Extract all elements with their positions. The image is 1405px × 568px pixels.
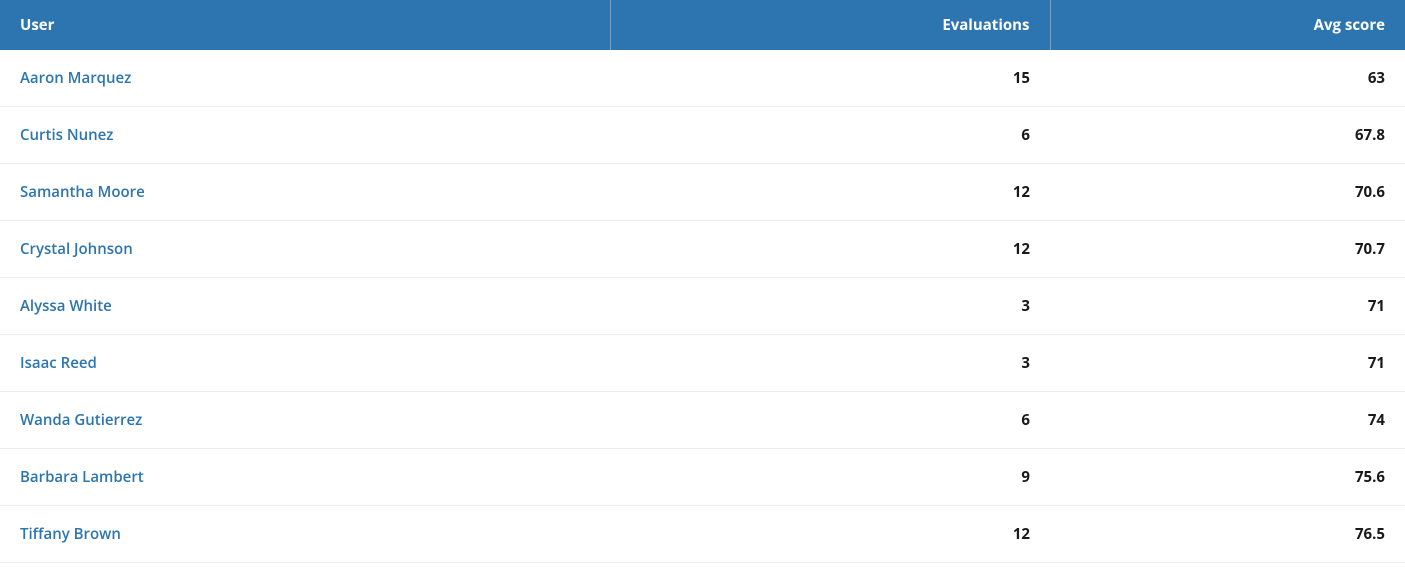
cell-evaluations: 3 <box>610 335 1050 392</box>
cell-user: Curtis Nunez <box>0 107 610 164</box>
user-link[interactable]: Wanda Gutierrez <box>20 410 142 430</box>
table-row: Wanda Gutierrez 6 74 <box>0 392 1405 449</box>
cell-user: Isaac Reed <box>0 335 610 392</box>
user-link[interactable]: Barbara Lambert <box>20 467 144 487</box>
table-row: Alyssa White 3 71 <box>0 278 1405 335</box>
cell-user: Alyssa White <box>0 278 610 335</box>
cell-avgscore: 74 <box>1050 392 1405 449</box>
cell-user: Aaron Marquez <box>0 50 610 107</box>
cell-evaluations: 3 <box>610 278 1050 335</box>
table-row: Samantha Moore 12 70.6 <box>0 164 1405 221</box>
cell-user: Samantha Moore <box>0 164 610 221</box>
table-row: Tiffany Brown 12 76.5 <box>0 506 1405 563</box>
cell-evaluations: 15 <box>610 50 1050 107</box>
user-link[interactable]: Samantha Moore <box>20 182 145 202</box>
cell-avgscore: 75.6 <box>1050 449 1405 506</box>
cell-evaluations: 12 <box>610 164 1050 221</box>
cell-evaluations: 9 <box>610 449 1050 506</box>
cell-avgscore: 63 <box>1050 50 1405 107</box>
cell-user: Barbara Lambert <box>0 449 610 506</box>
table-row: Aaron Marquez 15 63 <box>0 50 1405 107</box>
user-link[interactable]: Aaron Marquez <box>20 68 131 88</box>
cell-evaluations: 6 <box>610 392 1050 449</box>
cell-avgscore: 67.8 <box>1050 107 1405 164</box>
cell-user: Tiffany Brown <box>0 506 610 563</box>
cell-user: Wanda Gutierrez <box>0 392 610 449</box>
user-link[interactable]: Alyssa White <box>20 296 112 316</box>
cell-evaluations: 12 <box>610 506 1050 563</box>
users-table: User Evaluations Avg score Aaron Marquez… <box>0 0 1405 563</box>
table-row: Crystal Johnson 12 70.7 <box>0 221 1405 278</box>
table-body: Aaron Marquez 15 63 Curtis Nunez 6 67.8 … <box>0 50 1405 563</box>
user-link[interactable]: Tiffany Brown <box>20 524 121 544</box>
cell-avgscore: 71 <box>1050 278 1405 335</box>
cell-user: Crystal Johnson <box>0 221 610 278</box>
cell-avgscore: 70.7 <box>1050 221 1405 278</box>
user-link[interactable]: Isaac Reed <box>20 353 97 373</box>
cell-avgscore: 70.6 <box>1050 164 1405 221</box>
user-link[interactable]: Crystal Johnson <box>20 239 133 259</box>
table-row: Isaac Reed 3 71 <box>0 335 1405 392</box>
cell-avgscore: 76.5 <box>1050 506 1405 563</box>
table-header-row: User Evaluations Avg score <box>0 0 1405 50</box>
column-header-user[interactable]: User <box>0 0 610 50</box>
column-header-evaluations[interactable]: Evaluations <box>610 0 1050 50</box>
user-link[interactable]: Curtis Nunez <box>20 125 113 145</box>
column-header-avgscore[interactable]: Avg score <box>1050 0 1405 50</box>
cell-evaluations: 6 <box>610 107 1050 164</box>
cell-avgscore: 71 <box>1050 335 1405 392</box>
table-row: Barbara Lambert 9 75.6 <box>0 449 1405 506</box>
table-row: Curtis Nunez 6 67.8 <box>0 107 1405 164</box>
cell-evaluations: 12 <box>610 221 1050 278</box>
